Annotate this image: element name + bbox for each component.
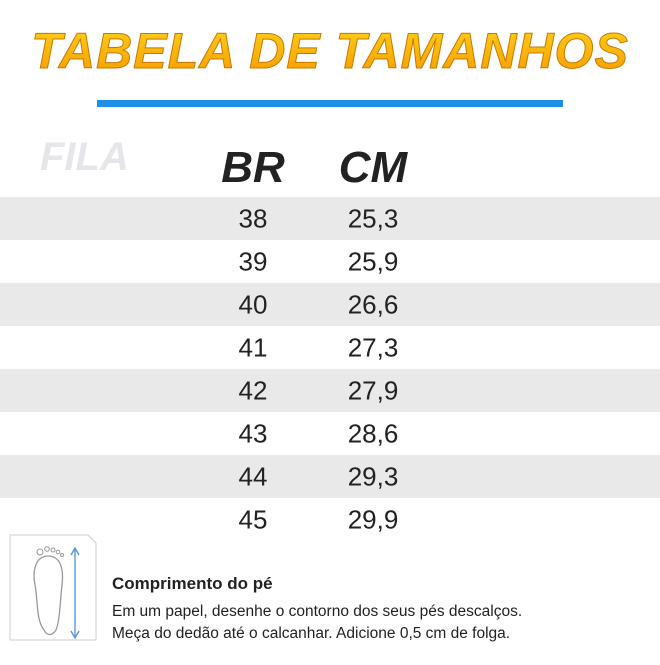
table-cell: 27,3 (348, 333, 399, 363)
table-cell: 38 (239, 204, 268, 234)
table-cell: 42 (239, 376, 268, 406)
table-cell: 29,3 (348, 462, 399, 492)
table-cell: 28,6 (348, 419, 399, 449)
column-header: CM (339, 143, 409, 192)
table-cell: 26,6 (348, 290, 399, 320)
table-cell: 44 (239, 462, 268, 492)
table-cell: 40 (239, 290, 268, 320)
table-cell: 41 (239, 333, 268, 363)
note-title: Comprimento do pé (112, 574, 273, 593)
note-line: Em um papel, desenhe o contorno dos seus… (112, 603, 522, 620)
brand-logo: FILA (40, 135, 129, 179)
column-header: BR (221, 143, 285, 192)
row-shade (0, 283, 660, 326)
title: TABELA DE TAMANHOS (31, 23, 629, 79)
table-cell: 29,9 (348, 505, 399, 535)
title-underline (97, 100, 563, 107)
table-cell: 39 (239, 247, 268, 277)
note-line: Meça do dedão até o calcanhar. Adicione … (112, 625, 510, 642)
table-cell: 43 (239, 419, 268, 449)
row-shade (0, 369, 660, 412)
row-backgrounds (0, 197, 660, 498)
row-shade (0, 455, 660, 498)
table-cell: 25,3 (348, 204, 399, 234)
foot-icon (9, 534, 97, 641)
table-cell: 45 (239, 505, 268, 535)
table-cell: 27,9 (348, 376, 399, 406)
table-cell: 25,9 (348, 247, 399, 277)
row-shade (0, 197, 660, 240)
